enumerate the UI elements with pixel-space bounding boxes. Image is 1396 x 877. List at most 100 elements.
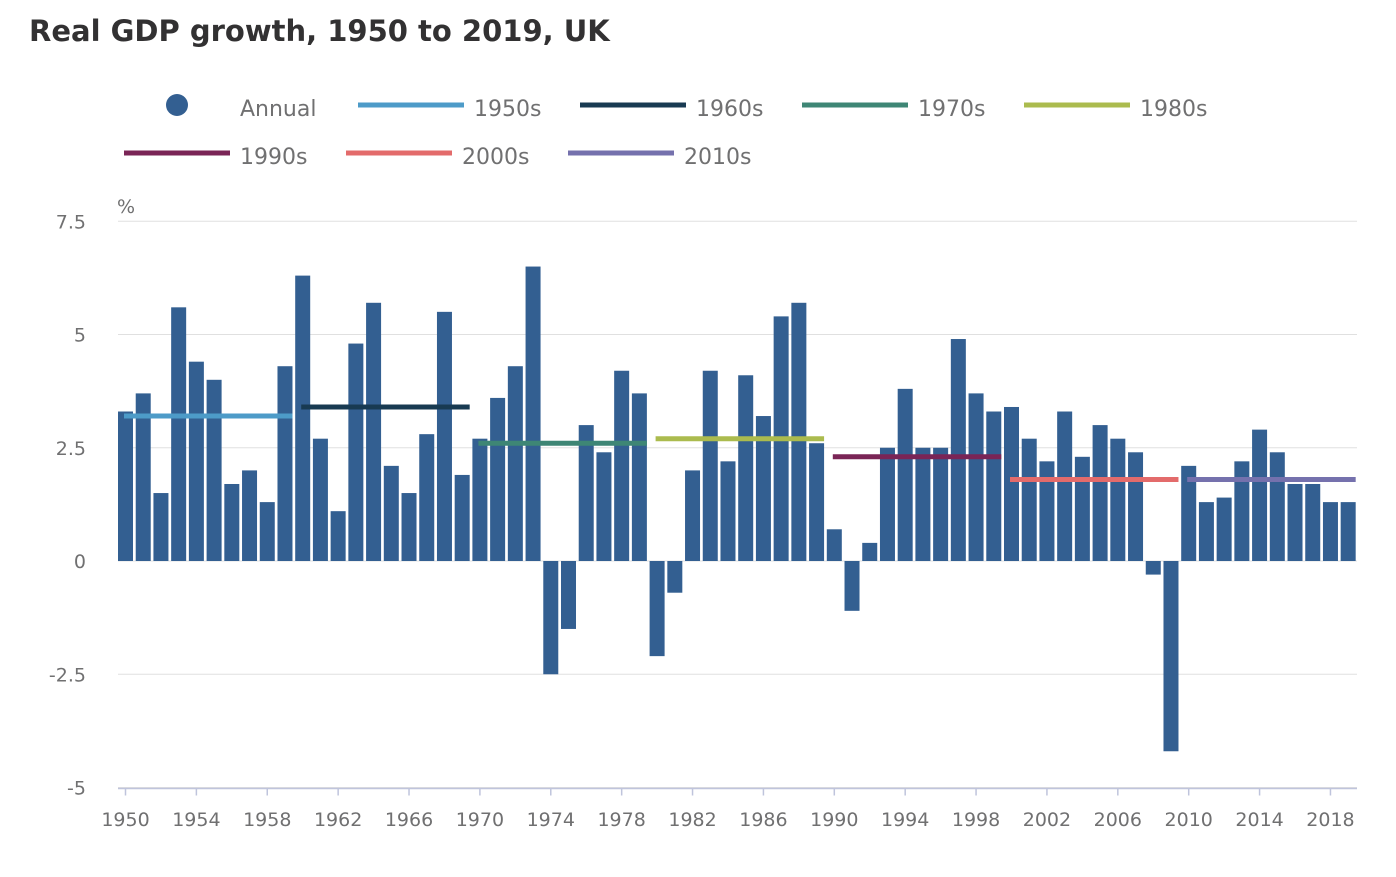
legend-label-2000s: 2000s xyxy=(462,145,529,170)
x-tick-label: 1986 xyxy=(739,809,787,831)
bar-1977 xyxy=(596,452,612,561)
bar-2014 xyxy=(1252,429,1268,561)
bar-1983 xyxy=(702,370,718,561)
bar-1986 xyxy=(755,416,771,561)
legend-label-2010s: 2010s xyxy=(684,145,751,170)
legend-label-1990s: 1990s xyxy=(240,145,307,170)
bar-1997 xyxy=(950,339,966,561)
bar-2009 xyxy=(1163,561,1179,752)
x-tick-label: 1974 xyxy=(527,809,575,831)
bar-1973 xyxy=(525,266,541,561)
y-tick-label: 2.5 xyxy=(56,438,86,460)
bar-2015 xyxy=(1269,452,1285,561)
bar-1982 xyxy=(685,470,701,561)
bar-1966 xyxy=(401,493,417,561)
bar-2010 xyxy=(1181,465,1197,561)
x-tick-label: 1962 xyxy=(314,809,362,831)
bar-1995 xyxy=(915,447,931,561)
bar-2006 xyxy=(1110,438,1126,561)
x-tick-label: 1998 xyxy=(952,809,1000,831)
legend-marker-annual xyxy=(166,94,188,116)
bar-1985 xyxy=(738,375,754,561)
bar-1996 xyxy=(933,447,949,561)
y-tick-label: -2.5 xyxy=(49,664,86,686)
bar-1952 xyxy=(153,493,169,561)
x-tick-label: 2010 xyxy=(1165,809,1213,831)
bar-1991 xyxy=(844,561,860,611)
bar-1981 xyxy=(667,561,683,593)
bar-1968 xyxy=(436,311,452,561)
legend-label-1950s: 1950s xyxy=(474,97,541,122)
bar-1988 xyxy=(791,302,807,561)
bar-2019 xyxy=(1340,502,1356,561)
bar-1990 xyxy=(826,529,842,561)
bar-2008 xyxy=(1145,561,1161,575)
bar-1999 xyxy=(986,411,1002,561)
x-tick-label: 1982 xyxy=(668,809,716,831)
legend-label-annual: Annual xyxy=(240,97,316,122)
bar-1957 xyxy=(242,470,258,561)
bar-2003 xyxy=(1057,411,1073,561)
x-tick-label: 1990 xyxy=(810,809,858,831)
x-tick-label: 2002 xyxy=(1023,809,1071,831)
bar-1993 xyxy=(879,447,895,561)
bar-1964 xyxy=(366,302,382,561)
bar-1994 xyxy=(897,388,913,561)
bar-1959 xyxy=(277,366,293,561)
bar-1974 xyxy=(543,561,559,675)
bar-1962 xyxy=(330,511,346,561)
y-tick-label: -5 xyxy=(67,778,86,800)
x-tick-label: 1950 xyxy=(101,809,149,831)
bar-2000 xyxy=(1004,406,1019,561)
bar-2002 xyxy=(1039,461,1055,561)
bar-1967 xyxy=(419,434,435,561)
bar-1998 xyxy=(968,393,984,561)
legend-label-1960s: 1960s xyxy=(696,97,763,122)
x-tick-label: 1954 xyxy=(172,809,220,831)
legend-label-1970s: 1970s xyxy=(918,97,985,122)
bar-1960 xyxy=(295,275,311,561)
bar-1975 xyxy=(561,561,576,629)
bar-1969 xyxy=(454,474,470,561)
bar-1954 xyxy=(188,361,204,561)
x-tick-label: 1978 xyxy=(597,809,645,831)
bar-1970 xyxy=(472,438,488,561)
bar-2007 xyxy=(1128,452,1144,561)
y-axis-unit: % xyxy=(117,196,135,218)
bar-1955 xyxy=(206,379,222,561)
bar-1965 xyxy=(383,465,399,561)
bar-1961 xyxy=(312,438,328,561)
bar-2004 xyxy=(1074,456,1090,561)
bar-1989 xyxy=(809,443,825,561)
x-tick-label: 1958 xyxy=(243,809,291,831)
bar-1958 xyxy=(259,502,275,561)
bar-1979 xyxy=(631,393,647,561)
bar-1951 xyxy=(135,393,151,561)
bar-1950 xyxy=(118,411,133,561)
chart-title: Real GDP growth, 1950 to 2019, UK xyxy=(29,14,610,48)
bar-2013 xyxy=(1234,461,1250,561)
x-tick-label: 2014 xyxy=(1235,809,1283,831)
bar-1953 xyxy=(171,307,187,561)
y-tick-label: 5 xyxy=(74,325,86,347)
bar-2001 xyxy=(1021,438,1037,561)
x-tick-label: 1966 xyxy=(385,809,433,831)
bar-1978 xyxy=(614,370,630,561)
bar-1971 xyxy=(490,397,506,561)
bar-2018 xyxy=(1322,502,1338,561)
y-tick-label: 7.5 xyxy=(56,211,86,233)
bar-2011 xyxy=(1198,502,1214,561)
bar-1980 xyxy=(649,561,665,657)
bar-2012 xyxy=(1216,497,1232,561)
bar-1992 xyxy=(862,542,878,561)
x-tick-label: 1970 xyxy=(456,809,504,831)
bar-1984 xyxy=(720,461,736,561)
y-tick-label: 0 xyxy=(74,551,86,573)
bar-2016 xyxy=(1287,483,1303,561)
bar-1976 xyxy=(578,425,594,561)
legend-label-1980s: 1980s xyxy=(1140,97,1207,122)
bar-1972 xyxy=(507,366,523,561)
bar-1963 xyxy=(348,343,364,561)
